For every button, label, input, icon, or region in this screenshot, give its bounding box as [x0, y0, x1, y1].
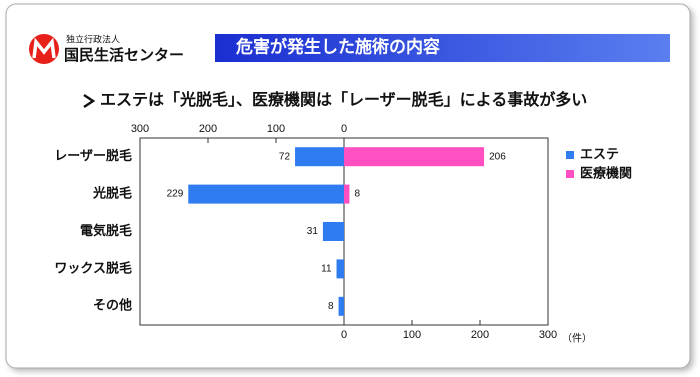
- logo-mark: [32, 37, 56, 59]
- x-tick-label: 200: [471, 329, 489, 341]
- x-tick-label: 100: [403, 329, 421, 341]
- title-banner: [215, 34, 670, 62]
- x-tick-label: 0: [341, 329, 347, 341]
- data-label: 8: [354, 189, 360, 200]
- bar: [338, 296, 344, 316]
- bar: [344, 184, 350, 204]
- legend-swatch: [566, 151, 574, 159]
- legend-label: エステ: [580, 146, 619, 161]
- x-tick-label: 300: [539, 329, 557, 341]
- category-label: 電気脱毛: [80, 223, 132, 238]
- bullet: [83, 93, 96, 109]
- x-tick-label: 200: [199, 123, 217, 135]
- data-label: 8: [328, 301, 334, 312]
- x-tick-label: 0: [341, 123, 347, 135]
- data-label: 11: [321, 264, 332, 275]
- x-tick-label: 300: [131, 123, 149, 135]
- org: 国民生活センター: [64, 46, 184, 64]
- data-label: 206: [489, 151, 506, 162]
- x-tick-label: 100: [267, 123, 285, 135]
- category-label: 光脱毛: [92, 186, 132, 201]
- data-label: 72: [279, 151, 291, 162]
- bar: [336, 259, 344, 279]
- legend-label: 医療機関: [580, 165, 632, 180]
- bar: [295, 147, 344, 167]
- subtitle: エステは「光脱毛」、医療機関は「レーザー脱毛」による事故が多い: [100, 90, 587, 109]
- data-label: 229: [167, 189, 184, 200]
- bar: [188, 184, 344, 204]
- bar: [344, 147, 485, 167]
- title: 危害が発生した施術の内容: [235, 36, 440, 56]
- data-label: 31: [307, 226, 319, 237]
- category-label: その他: [93, 298, 132, 313]
- category-label: レーザー脱毛: [54, 148, 132, 163]
- legend-swatch: [566, 170, 574, 178]
- unit-label: （件）: [562, 333, 592, 345]
- bar: [322, 222, 344, 241]
- org-small: 独立行政法人: [66, 33, 120, 44]
- category-label: ワックス脱毛: [54, 260, 132, 275]
